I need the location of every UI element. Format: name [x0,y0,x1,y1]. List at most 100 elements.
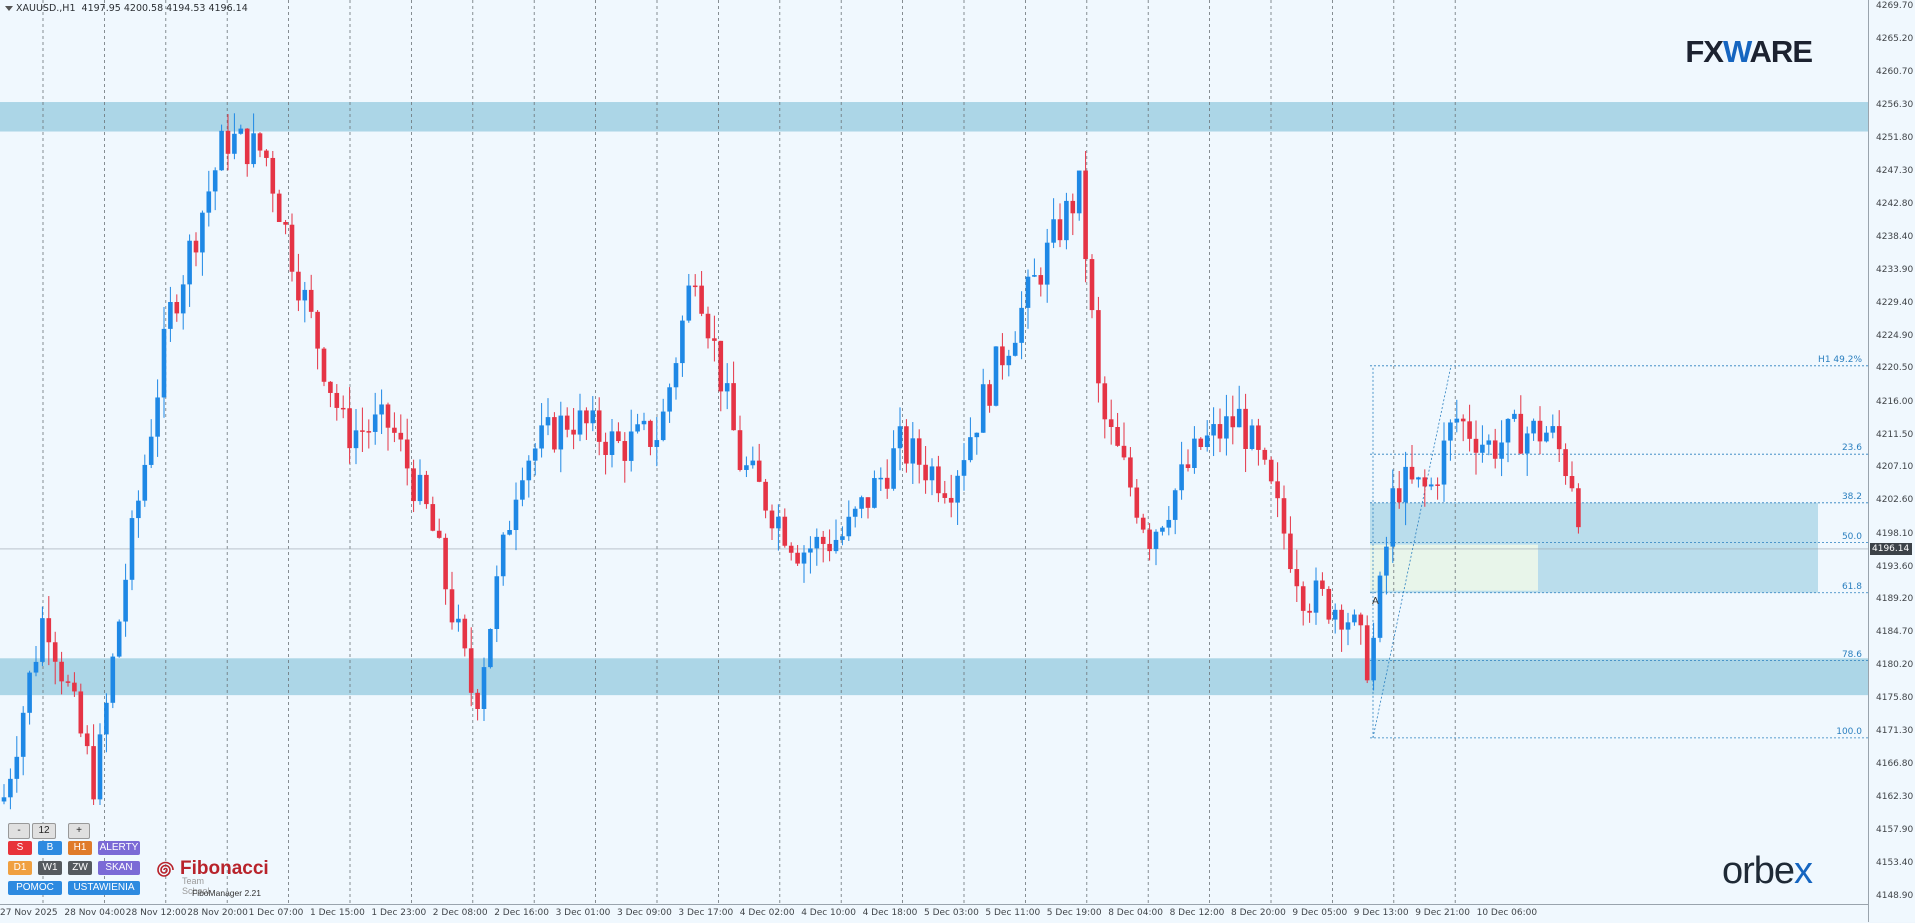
increase-button[interactable]: + [68,823,90,839]
candle-body [1198,438,1204,448]
candle-body [148,436,154,465]
candle-body [308,289,314,312]
candle-body [1518,413,1524,454]
candle-body [328,381,333,393]
time-tick-label: 10 Dec 06:00 [1476,908,1538,918]
candle-body [1531,420,1536,434]
current-price-tag: 4196.14 [1870,542,1912,555]
candle-body [1428,484,1434,487]
fxware-logo: FXWARE [1685,34,1813,69]
price-chart[interactable] [0,0,1868,904]
candle-body [705,313,711,339]
time-tick-label: 28 Nov 20:00 [187,908,248,918]
candle-body [1281,498,1287,534]
candle-body [731,383,736,431]
candle-body [180,284,186,314]
price-axis[interactable]: 4269.70 4265.20 4260.70 4256.30 4251.80 4247.… [1868,0,1915,922]
time-tick-label: 3 Dec 17:00 [678,908,734,918]
candle-body [129,518,135,580]
candle-body [46,618,52,643]
candle-body [1102,383,1108,420]
candle-body [872,478,877,508]
candle-body [884,477,890,489]
candle-body [232,133,237,154]
candle-body [865,497,871,508]
candle-body [321,348,327,382]
candle-body [1224,416,1229,439]
count-field[interactable]: 12 [32,823,56,839]
timeframe-d1-button[interactable]: D1 [8,861,32,875]
orbex-logo: orbex [1721,850,1813,892]
price-tick-label: 4265.20 [1876,34,1914,45]
candle-body [564,415,570,430]
candle-body [398,432,404,440]
candle-body [1422,477,1428,487]
candle-body [257,133,263,151]
candle-body [72,682,77,692]
candle-body [571,429,576,435]
candle-body [392,427,397,433]
candle-body [244,128,250,165]
support-resistance-zone [0,658,1868,696]
time-tick-label: 9 Dec 21:00 [1415,908,1470,918]
time-axis[interactable]: 27 Nov 2025 28 Nov 04:00 28 Nov 12:00 28 No… [0,904,1868,923]
candle-body [1064,200,1069,241]
candle-body [1537,420,1543,442]
candle-body [1025,276,1031,308]
zw-button[interactable]: ZW [68,861,92,875]
support-resistance-zone [0,102,1868,132]
candle-body [1179,464,1184,491]
candle-body [616,431,621,442]
time-tick-label: 9 Dec 13:00 [1353,908,1409,918]
price-tick-label: 4256.30 [1876,99,1914,110]
chart-area[interactable]: XAUUSD.,H1 4197.95 4200.58 4194.53 4196.… [0,0,1868,904]
settings-button[interactable]: USTAWIENIA [68,881,140,895]
candle-body [801,552,807,564]
candle-body [980,384,986,433]
candle-body [360,430,365,432]
candle-body [993,346,999,406]
candle-body [475,692,480,710]
price-tick-label: 4269.70 [1876,1,1914,11]
candle-body [1089,259,1095,311]
candle-body [20,712,26,757]
candle-body [123,579,128,622]
buy-button[interactable]: B [38,841,62,855]
candle-body [206,191,212,213]
candle-body [833,539,839,552]
sell-button[interactable]: S [8,841,32,855]
ohlc-values: 4197.95 4200.58 4194.53 4196.14 [81,3,248,14]
candle-body [782,516,788,546]
candle-body [296,271,301,301]
candle-body [1384,546,1389,576]
candle-body [142,464,148,501]
dropdown-triangle-icon[interactable] [5,6,13,11]
candle-body [1275,481,1280,499]
candle-body [40,618,45,662]
candle-body [552,417,557,450]
candle-body [1339,609,1344,630]
scan-button[interactable]: SKAN [98,861,140,875]
price-tick-label: 4180.20 [1876,660,1914,671]
timeframe-h1-button[interactable]: H1 [68,841,92,855]
candle-body [494,576,500,629]
timeframe-w1-button[interactable]: W1 [38,861,62,875]
candle-body [654,440,660,447]
fib-level-label: 23.6 [1841,443,1862,454]
time-tick-label: 1 Dec 07:00 [248,908,304,918]
candle-body [347,408,352,449]
candle-body [116,621,122,657]
candle-body [52,642,58,662]
candle-body [948,497,954,503]
candle-body [462,618,468,649]
alerts-button[interactable]: ALERTY [98,841,140,855]
candle-body [174,302,180,314]
price-tick-label: 4229.40 [1876,297,1914,308]
candle-body [1345,622,1351,630]
help-button[interactable]: POMOC [8,881,62,895]
candle-body [264,150,269,158]
decrease-button[interactable]: - [8,823,30,839]
time-tick-label: 28 Nov 04:00 [64,908,126,918]
candle-body [1371,637,1376,681]
price-tick-label: 4233.90 [1876,264,1914,275]
